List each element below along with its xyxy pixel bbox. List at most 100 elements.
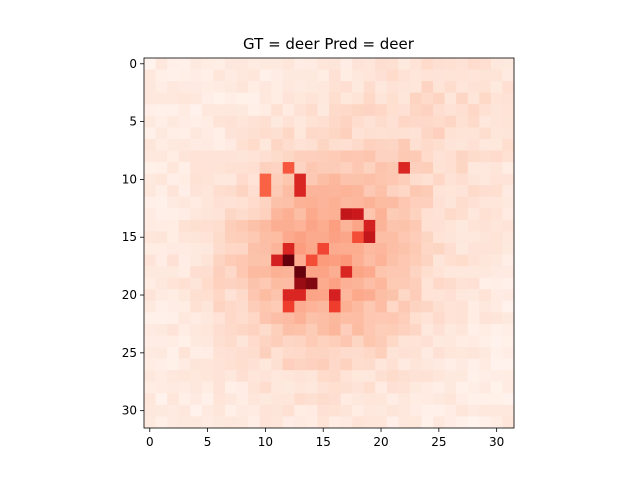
heatmap-cell [178, 219, 191, 232]
heatmap-cell [178, 115, 191, 128]
heatmap-cell [294, 393, 307, 406]
heatmap-cell [201, 416, 214, 429]
heatmap-cell [386, 358, 399, 371]
heatmap-cell [340, 266, 353, 278]
heatmap-cell [444, 323, 457, 336]
heatmap-cell [433, 127, 445, 140]
heatmap-cell [213, 150, 226, 163]
heatmap-cell [155, 162, 168, 174]
heatmap-cell [433, 243, 445, 255]
heatmap-cell [178, 185, 191, 198]
heatmap-cell [502, 347, 515, 359]
heatmap-cell [259, 404, 272, 417]
heatmap-cell [305, 254, 318, 267]
heatmap-cell [433, 208, 445, 221]
heatmap-cell [386, 277, 399, 290]
y-axis: 0 5 10 15 20 25 30 [122, 57, 144, 418]
heatmap-cell [317, 150, 330, 163]
heatmap-cell [363, 92, 376, 105]
heatmap-cell [398, 312, 411, 325]
heatmap-cell [178, 138, 191, 151]
heatmap-cell [155, 312, 168, 325]
heatmap-cell [305, 196, 318, 209]
heatmap-cell [144, 208, 156, 221]
heatmap-cell [236, 254, 249, 267]
heatmap-cell [502, 243, 515, 255]
heatmap-cell [329, 347, 341, 359]
heatmap-cell [421, 335, 434, 348]
heatmap-cell [213, 115, 226, 128]
heatmap-cell [294, 254, 307, 267]
heatmap-cell [259, 219, 272, 232]
heatmap-cell [409, 208, 422, 221]
heatmap-cell [248, 81, 260, 93]
heatmap-cell [409, 254, 422, 267]
heatmap-cell [329, 231, 341, 244]
heatmap-cell [305, 115, 318, 128]
heatmap-cell [375, 300, 388, 313]
heatmap-cell [294, 69, 307, 82]
heatmap-cell [155, 219, 168, 232]
heatmap-cell [398, 127, 411, 140]
heatmap-cell [467, 277, 480, 290]
heatmap-cell [236, 208, 249, 221]
heatmap-cell [490, 173, 503, 186]
heatmap-cell [155, 173, 168, 186]
heatmap-cell [421, 266, 434, 278]
heatmap-cell [398, 323, 411, 336]
heatmap-cell [490, 115, 503, 128]
heatmap-cell [363, 289, 376, 302]
heatmap-cell [224, 92, 237, 105]
heatmap-cell [386, 243, 399, 255]
heatmap-cell [398, 150, 411, 163]
heatmap-cell [201, 404, 214, 417]
heatmap-cell [236, 370, 249, 383]
heatmap-cell [236, 416, 249, 429]
heatmap-cell [421, 115, 434, 128]
heatmap-cell [363, 81, 376, 93]
heatmap-cell [375, 150, 388, 163]
heatmap-cell [213, 370, 226, 383]
heatmap-cell [340, 127, 353, 140]
heatmap-cell [167, 208, 179, 221]
heatmap-cell [190, 219, 203, 232]
heatmap-cell [352, 323, 364, 336]
heatmap-cell [409, 127, 422, 140]
heatmap-cell [409, 335, 422, 348]
heatmap-cell [144, 81, 156, 93]
heatmap-cell [259, 150, 272, 163]
heatmap-cell [479, 115, 492, 128]
heatmap-cell [444, 81, 457, 93]
heatmap-cell [167, 196, 179, 209]
heatmap-cell [502, 92, 515, 105]
heatmap-cell [224, 416, 237, 429]
heatmap-cell [224, 58, 237, 70]
heatmap-cell [305, 277, 318, 290]
heatmap-cell [386, 335, 399, 348]
heatmap-cell [409, 266, 422, 278]
heatmap-cell [155, 381, 168, 394]
heatmap-cell [456, 208, 469, 221]
heatmap-cell [340, 370, 353, 383]
heatmap-cell [490, 104, 503, 117]
heatmap-cell [502, 185, 515, 198]
heatmap-cell [329, 81, 341, 93]
heatmap-cell [224, 323, 237, 336]
heatmap-cell [479, 219, 492, 232]
heatmap-cell [456, 81, 469, 93]
heatmap-cell [294, 335, 307, 348]
x-tick-label: 0 [146, 435, 154, 449]
heatmap-cell [236, 289, 249, 302]
heatmap-cell [224, 104, 237, 117]
heatmap-cell [329, 185, 341, 198]
heatmap-cell [224, 266, 237, 278]
heatmap-cell [329, 289, 341, 302]
heatmap-cell [213, 58, 226, 70]
heatmap-cell [409, 289, 422, 302]
heatmap-cell [421, 323, 434, 336]
heatmap-cell [213, 69, 226, 82]
heatmap-cell [155, 393, 168, 406]
heatmap-cell [398, 58, 411, 70]
heatmap-cell [329, 266, 341, 278]
heatmap-cell [502, 115, 515, 128]
